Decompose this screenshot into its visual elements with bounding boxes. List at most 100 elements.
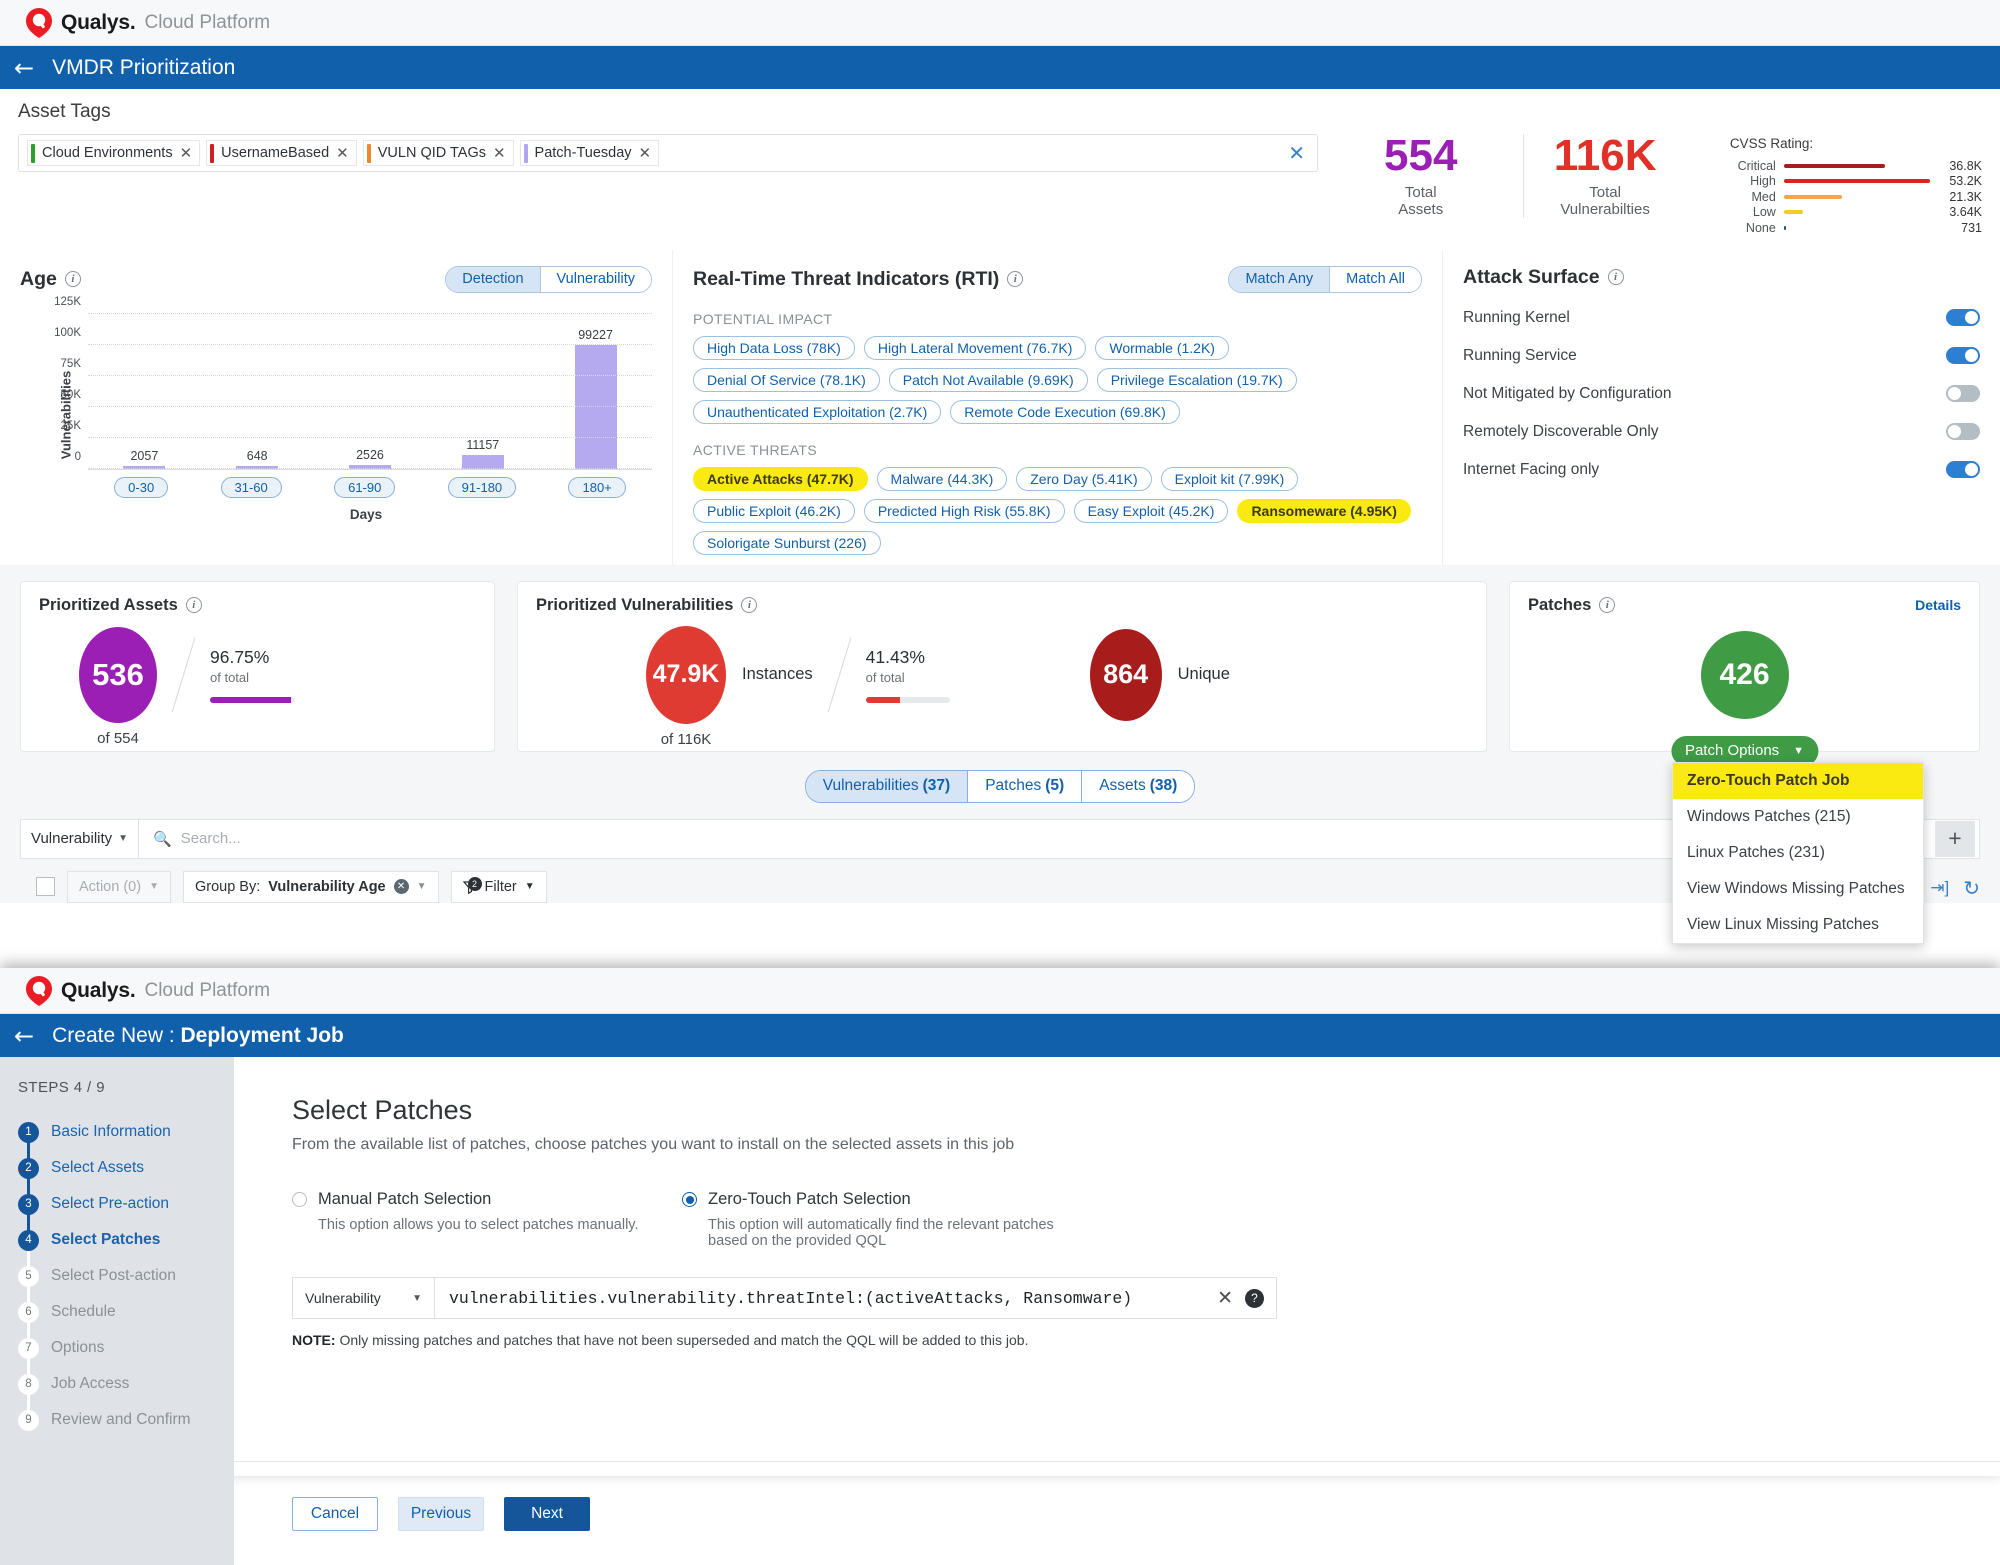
rti-pill[interactable]: Exploit kit (7.99K) [1160,466,1299,491]
action-dropdown[interactable]: Action (0) ▼ [67,870,171,903]
rti-match-group[interactable]: Match Any Match All [1228,265,1422,293]
wizard-step[interactable]: 6 Schedule [18,1294,234,1348]
result-tab[interactable]: Assets (38) [1082,770,1195,802]
previous-button[interactable]: Previous [398,1496,484,1531]
clear-query-icon[interactable]: ✕ [1217,1287,1233,1309]
age-toggle-detection[interactable]: Detection [446,266,541,292]
patch-options-button[interactable]: Patch Options ▼ [1670,735,1819,766]
cancel-button[interactable]: Cancel [292,1496,378,1531]
rti-pill[interactable]: Public Exploit (46.2K) [693,498,855,523]
bar-column[interactable]: 2526 [319,315,421,469]
result-tabs[interactable]: Vulnerabilities (37) Patches (5) Assets (38) [804,769,1196,803]
rti-pill[interactable]: Patch Not Available (9.69K) [888,367,1088,392]
rti-match-any[interactable]: Match Any [1229,266,1331,292]
bar-column[interactable]: 648 [206,315,308,469]
rti-pill[interactable]: Active Attacks (47.7K) [693,466,868,491]
asset-tag-chip[interactable]: Cloud Environments ✕ [27,140,201,166]
manual-patch-option[interactable]: Manual Patch Selection This option allow… [292,1190,682,1249]
wizard-step[interactable]: 9 Review and Confirm [18,1402,234,1438]
scope-select[interactable]: Vulnerability ▼ [21,819,139,858]
wizard-step[interactable]: 7 Options [18,1330,234,1384]
attack-surface-toggle[interactable] [1946,461,1980,478]
wizard-step[interactable]: 1 Basic Information [18,1114,234,1168]
asset-tag-chip[interactable]: Patch-Tuesday ✕ [519,140,660,166]
result-tab[interactable]: Vulnerabilities (37) [805,770,969,802]
rti-pill[interactable]: Unauthenticated Exploitation (2.7K) [693,399,942,424]
patches-details-link[interactable]: Details [1915,597,1961,613]
rti-pill[interactable]: Zero Day (5.41K) [1016,466,1152,491]
info-icon[interactable]: i [1599,597,1616,613]
group-by-dropdown[interactable]: Group By: Vulnerability Age ✕ ▼ [182,870,439,903]
remove-tag-icon[interactable]: ✕ [492,144,506,162]
refresh-icon[interactable]: ↻ [1963,877,1980,900]
x-axis-tick[interactable]: 0-30 [114,476,169,498]
rti-pill[interactable]: Ransomeware (4.95K) [1237,498,1411,523]
rti-pill[interactable]: High Data Loss (78K) [693,335,855,360]
wizard-step[interactable]: 8 Job Access [18,1366,234,1420]
bar-column[interactable]: 11157 [432,315,534,469]
search-bar[interactable]: Vulnerability ▼ 🔍 Search... + [20,818,1980,859]
asset-tag-chip[interactable]: UsernameBased ✕ [206,140,357,166]
attack-surface-toggle[interactable] [1946,309,1980,326]
rti-pill[interactable]: Easy Exploit (45.2K) [1073,498,1229,523]
rti-pill[interactable]: Denial Of Service (78.1K) [693,367,880,392]
wizard-step[interactable]: 3 Select Pre-action [18,1186,234,1240]
back-arrow-icon[interactable]: ← [14,1021,35,1050]
remove-tag-icon[interactable]: ✕ [336,144,349,162]
clear-group-by-icon[interactable]: ✕ [393,879,409,894]
qql-query-input[interactable]: vulnerabilities.vulnerability.threatInte… [449,1288,1133,1308]
info-icon[interactable]: i [64,271,81,287]
question-icon[interactable]: ? [1245,1288,1264,1308]
asset-tag-chip[interactable]: VULN QID TAGs ✕ [362,140,514,166]
bar-column[interactable]: 99227 [545,315,647,469]
search-input[interactable]: 🔍 Search... [139,830,1935,848]
age-toggle-vulnerability[interactable]: Vulnerability [540,266,651,292]
bar-column[interactable]: 2057 [94,315,196,469]
patch-menu-item[interactable]: Zero-Touch Patch Job [1673,763,1923,799]
info-icon[interactable]: i [1007,271,1024,287]
patch-options-menu[interactable]: Zero-Touch Patch Job Windows Patches (215… [1672,762,1924,944]
result-tab[interactable]: Patches (5) [968,770,1083,802]
clear-tags-icon[interactable]: ✕ [1288,141,1305,165]
rti-pill[interactable]: Solorigate Sunburst (226) [693,530,881,555]
x-axis-tick[interactable]: 31-60 [220,476,282,498]
age-toggle-group[interactable]: Detection Vulnerability [445,265,652,293]
attack-surface-toggle[interactable] [1946,347,1980,364]
rti-pill[interactable]: Privilege Escalation (19.7K) [1096,367,1297,392]
wizard-step[interactable]: 2 Select Assets [18,1150,234,1204]
next-button[interactable]: Next [504,1496,590,1531]
asset-tags-input[interactable]: Cloud Environments ✕ UsernameBased ✕ VULN QI… [18,134,1318,172]
info-icon[interactable]: i [1607,269,1624,285]
filter-dropdown[interactable]: 2 Filter ▼ [450,870,547,903]
rti-pill[interactable]: Malware (44.3K) [876,466,1008,491]
rti-pill[interactable]: Predicted High Risk (55.8K) [863,498,1065,523]
select-all-checkbox[interactable] [36,877,55,896]
patch-menu-item[interactable]: View Linux Missing Patches [1687,916,1879,933]
remove-tag-icon[interactable]: ✕ [179,144,193,162]
patch-menu-item[interactable]: Linux Patches (231) [1687,844,1825,861]
info-icon[interactable]: i [185,597,202,613]
x-axis-tick[interactable]: 61-90 [334,476,396,498]
remove-tag-icon[interactable]: ✕ [638,144,652,162]
wizard-step[interactable]: 4 Select Patches [18,1222,234,1276]
patch-menu-item[interactable]: Windows Patches (215) [1687,808,1851,825]
patch-menu-item[interactable]: View Windows Missing Patches [1687,880,1905,897]
rti-pill[interactable]: High Lateral Movement (76.7K) [863,335,1087,360]
rti-pill[interactable]: Wormable (1.2K) [1095,335,1229,360]
qql-query-row[interactable]: Vulnerability ▼ vulnerabilities.vulnerab… [292,1277,1277,1319]
wizard-step[interactable]: 5 Select Post-action [18,1258,234,1312]
qql-scope-select[interactable]: Vulnerability ▼ [293,1278,435,1318]
info-icon[interactable]: i [741,597,758,613]
x-axis-tick[interactable]: 91-180 [447,476,517,498]
rti-pill[interactable]: Remote Code Execution (69.8K) [950,399,1180,424]
attack-surface-toggle[interactable] [1946,423,1980,440]
back-arrow-icon[interactable]: ← [14,53,35,82]
export-icon[interactable]: ⇥] [1930,878,1950,897]
manual-patch-radio[interactable] [292,1192,307,1207]
rti-match-all[interactable]: Match All [1330,266,1421,292]
zero-touch-patch-radio[interactable] [682,1192,697,1207]
attack-surface-toggle[interactable] [1946,385,1980,402]
add-filter-button[interactable]: + [1935,820,1975,857]
x-axis-tick[interactable]: 180+ [568,476,626,498]
zero-touch-patch-option[interactable]: Zero-Touch Patch Selection This option w… [682,1190,1072,1249]
